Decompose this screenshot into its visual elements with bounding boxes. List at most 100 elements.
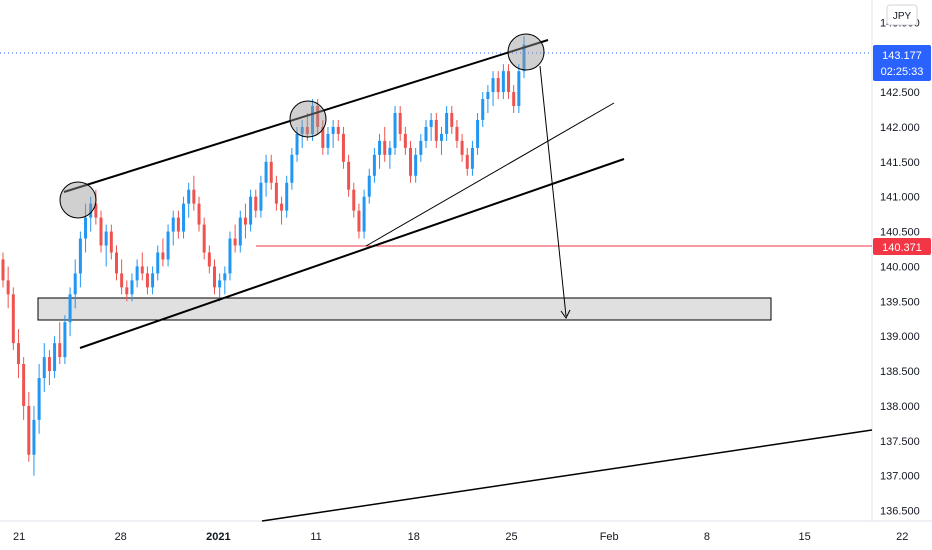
candle-body xyxy=(445,112,449,134)
candle-body xyxy=(424,126,428,141)
candle-body xyxy=(393,112,397,148)
candle-body xyxy=(367,175,371,197)
candle-series xyxy=(1,36,526,476)
candle-body xyxy=(47,357,51,372)
candle-body xyxy=(16,343,20,365)
candle-body xyxy=(22,364,26,406)
candle-body xyxy=(347,161,351,190)
time-axis-label: 21 xyxy=(13,531,25,543)
candle-body xyxy=(130,280,134,295)
candle-body xyxy=(383,140,387,155)
candle-body xyxy=(434,119,438,141)
candle-body xyxy=(114,252,118,274)
thin-trend-line[interactable] xyxy=(365,102,615,247)
time-axis-label: 15 xyxy=(798,531,810,543)
candle-body xyxy=(171,217,175,232)
candle-body xyxy=(290,154,294,183)
candle-body xyxy=(156,252,160,274)
candle-body xyxy=(202,224,206,253)
candle-body xyxy=(182,203,186,232)
candle-body xyxy=(249,196,253,225)
touch-circle-3[interactable] xyxy=(507,33,545,71)
candle-body xyxy=(243,217,247,225)
candle-body xyxy=(233,238,237,246)
long-trend-line[interactable] xyxy=(261,429,873,522)
candle-body xyxy=(218,280,222,288)
price-axis-label: 142.000 xyxy=(880,122,920,134)
candle-body xyxy=(300,126,304,134)
time-axis-label: 25 xyxy=(505,531,517,543)
currency-label: JPY xyxy=(893,11,912,22)
candle-body xyxy=(6,280,10,295)
candle-body xyxy=(120,273,124,288)
channel-upper-line[interactable] xyxy=(63,39,549,193)
candle-body xyxy=(522,44,526,72)
candle-body xyxy=(274,182,278,204)
channel-lower-line[interactable] xyxy=(79,158,625,349)
candle-body xyxy=(176,217,180,232)
candle-body xyxy=(84,217,88,239)
candle-body xyxy=(192,189,196,204)
last-price-value: 143.177 xyxy=(882,50,922,62)
support-zone-rectangle[interactable] xyxy=(37,297,772,321)
candle-body xyxy=(197,203,201,225)
candle-body xyxy=(104,231,108,246)
time-axis[interactable]: 21 28 2021 11 18 25 Feb 8 15 22 xyxy=(13,531,908,543)
candle-body xyxy=(58,343,62,358)
candle-body xyxy=(187,189,191,204)
currency-button[interactable]: JPY xyxy=(886,4,918,26)
projection-arrow-line[interactable] xyxy=(539,65,567,317)
candle-body xyxy=(357,210,361,232)
touch-circle-1[interactable] xyxy=(59,181,97,219)
candle-body xyxy=(207,252,211,267)
candle-body xyxy=(223,273,227,281)
price-axis[interactable]: 143.500143.000142.500142.000141.500141.0… xyxy=(880,17,920,517)
candle-body xyxy=(295,133,299,155)
candle-body xyxy=(419,140,423,155)
candle-body xyxy=(73,273,77,295)
countdown-value: 02:25:33 xyxy=(881,66,924,78)
candle-body xyxy=(145,273,149,288)
candle-body xyxy=(491,78,495,93)
candle-body xyxy=(311,106,315,134)
candle-body xyxy=(269,161,273,183)
price-axis-label: 136.500 xyxy=(880,506,920,518)
price-scale-panel[interactable] xyxy=(872,0,932,521)
candle-body xyxy=(53,343,57,372)
candle-body xyxy=(151,273,155,288)
touch-circle-2[interactable] xyxy=(289,100,327,138)
candle-body xyxy=(68,294,72,323)
candle-body xyxy=(460,140,464,155)
candle-body xyxy=(125,287,129,295)
candle-body xyxy=(398,112,402,134)
time-axis-label: 8 xyxy=(704,531,710,543)
candle-body xyxy=(254,196,258,211)
candle-body xyxy=(316,106,320,127)
candle-body xyxy=(336,126,340,134)
horizontal-line-value: 140.371 xyxy=(882,242,922,254)
candle-body xyxy=(326,133,330,148)
candle-body xyxy=(89,203,93,218)
candle-body xyxy=(305,126,309,134)
candle-body xyxy=(109,231,113,253)
candle-body xyxy=(238,217,242,246)
candle-body xyxy=(455,126,459,141)
candle-body xyxy=(414,154,418,176)
candle-body xyxy=(388,147,392,155)
candle-body xyxy=(11,294,15,344)
candle-body xyxy=(512,92,516,107)
candle-body xyxy=(32,419,36,455)
candle-body xyxy=(372,154,376,176)
candle-body xyxy=(507,71,511,93)
time-axis-label: 22 xyxy=(896,531,908,543)
candle-body xyxy=(450,112,454,127)
candle-body xyxy=(140,266,144,274)
price-axis-label: 138.500 xyxy=(880,366,920,378)
price-axis-label: 139.000 xyxy=(880,331,920,343)
candle-body xyxy=(481,99,485,120)
candle-body xyxy=(37,378,41,420)
candle-body xyxy=(496,78,500,93)
price-axis-label: 139.500 xyxy=(880,296,920,308)
price-axis-label: 137.000 xyxy=(880,471,920,483)
